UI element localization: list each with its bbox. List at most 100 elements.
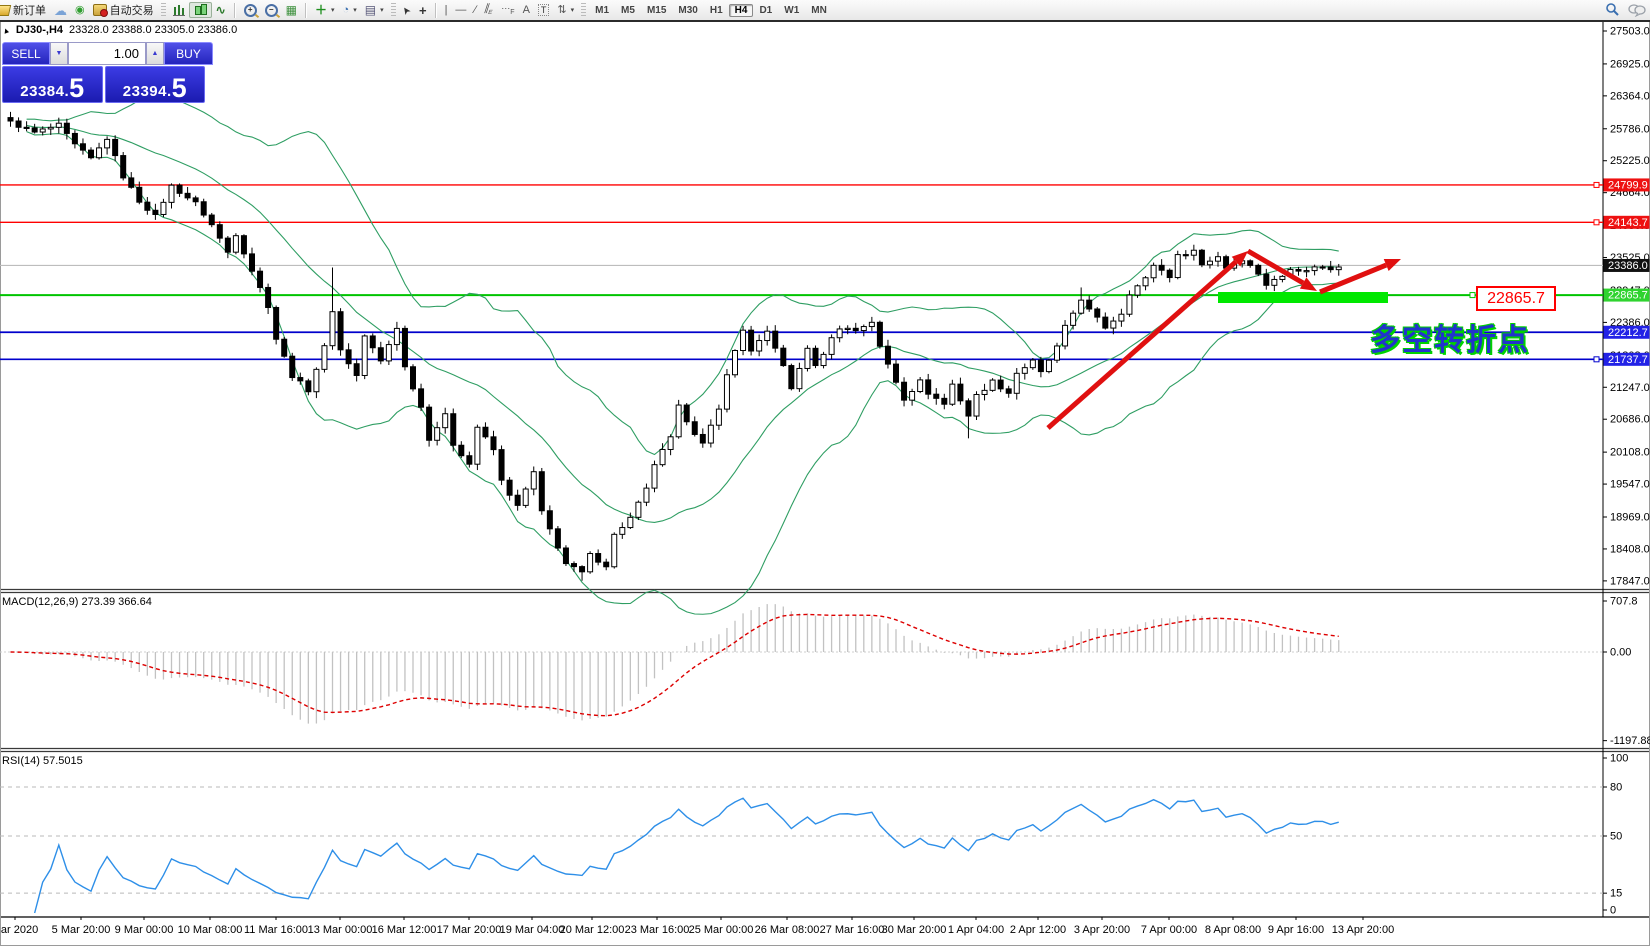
svg-text:100: 100 — [1610, 753, 1628, 765]
text-label-icon: T — [537, 4, 550, 16]
fibonacci-icon: ⋯F — [501, 3, 515, 16]
horizontal-line-button[interactable]: — — [451, 4, 470, 17]
line-chart-button[interactable]: ∿ — [212, 3, 230, 17]
svg-text:23386.0: 23386.0 — [1608, 260, 1648, 272]
search-icon[interactable] — [1605, 2, 1620, 17]
svg-text:18408.0: 18408.0 — [1610, 543, 1650, 555]
vertical-line-button[interactable]: | — [441, 4, 452, 17]
svg-text:1 Apr 04:00: 1 Apr 04:00 — [948, 924, 1004, 936]
rsi-name: RSI(14) — [2, 755, 40, 767]
signal-icon: ◉ — [75, 3, 85, 16]
timeframe-h4[interactable]: H4 — [728, 3, 754, 17]
svg-text:21737.7: 21737.7 — [1608, 354, 1648, 366]
timeframe-m1[interactable]: M1 — [595, 4, 610, 16]
svg-text:26 Mar 08:00: 26 Mar 08:00 — [755, 924, 820, 936]
periods-button[interactable]: ◔ ▾ — [342, 3, 357, 16]
auto-trading-button[interactable]: 自动交易 — [89, 1, 158, 19]
buy-button[interactable]: BUY — [164, 42, 213, 65]
tile-windows-button[interactable]: ▦ — [282, 3, 301, 17]
cn-annotation-text: 多空转折点 — [1370, 324, 1530, 357]
svg-text:20686.0: 20686.0 — [1610, 414, 1650, 426]
svg-text:25786.0: 25786.0 — [1610, 123, 1650, 135]
svg-text:23 Mar 16:00: 23 Mar 16:00 — [625, 924, 690, 936]
line-chart-icon: ∿ — [215, 3, 226, 17]
svg-text:27503.0: 27503.0 — [1610, 26, 1650, 38]
timeframe-m30[interactable]: M30 — [678, 4, 698, 16]
vertical-line-icon: | — [444, 3, 448, 16]
chart-header: ▲ DJ30-,H4 23328.0 23388.0 23305.0 23386… — [0, 24, 238, 37]
svg-text:24799.9: 24799.9 — [1608, 179, 1648, 191]
timeframe-m15[interactable]: M15 — [646, 4, 667, 16]
new-order-icon — [0, 4, 12, 16]
svg-text:27 Mar 16:00: 27 Mar 16:00 — [820, 924, 885, 936]
bb-upper — [26, 92, 1339, 456]
macd-signal-line — [10, 613, 1339, 717]
volume-decrease-button[interactable]: ▼ — [50, 42, 68, 65]
cursor-button[interactable]: ➤ — [399, 4, 415, 17]
channel-button[interactable]: ∥E — [480, 3, 497, 17]
bar-chart-icon — [172, 4, 185, 16]
bar-chart-button[interactable] — [169, 3, 189, 17]
symbol-marker-icon: ▲ — [0, 24, 12, 37]
auto-trading-label: 自动交易 — [109, 5, 154, 17]
candlestick-chart-button[interactable] — [188, 2, 212, 18]
svg-text:3 Apr 20:00: 3 Apr 20:00 — [1074, 924, 1130, 936]
channel-icon: ∥E — [482, 3, 494, 16]
templates-button[interactable]: ▤ ▾ — [364, 3, 384, 17]
tile-windows-icon: ▦ — [285, 3, 298, 17]
chat-icon[interactable] — [1628, 3, 1646, 17]
svg-text:19547.0: 19547.0 — [1610, 479, 1650, 491]
svg-text:8 Apr 08:00: 8 Apr 08:00 — [1205, 924, 1261, 936]
volume-increase-button[interactable]: ▲ — [146, 42, 164, 65]
svg-text:0.00: 0.00 — [1610, 647, 1631, 659]
svg-text:20108.0: 20108.0 — [1610, 447, 1650, 459]
fibonacci-button[interactable]: ⋯F — [497, 3, 518, 17]
svg-text:50: 50 — [1610, 831, 1622, 843]
timeframe-mn[interactable]: MN — [811, 4, 827, 16]
svg-text:17 Mar 20:00: 17 Mar 20:00 — [437, 924, 502, 936]
bid-price-main: 23384 — [20, 83, 65, 100]
svg-text:18969.0: 18969.0 — [1610, 511, 1650, 523]
timeframe-m5[interactable]: M5 — [621, 4, 635, 16]
horizontal-line-icon: — — [455, 3, 467, 16]
trendline-button[interactable]: ∕ — [470, 4, 480, 17]
crosshair-button[interactable]: + — [415, 3, 431, 18]
cloud-button[interactable]: ☁ — [50, 3, 71, 18]
svg-text:2 Apr 12:00: 2 Apr 12:00 — [1010, 924, 1066, 936]
timeframe-d1[interactable]: D1 — [759, 4, 773, 16]
signals-button[interactable]: ◉ — [71, 4, 89, 17]
text-label-button[interactable]: T — [534, 3, 554, 17]
timeframe-h1[interactable]: H1 — [709, 4, 723, 16]
svg-text:0: 0 — [1610, 905, 1616, 917]
svg-text:16 Mar 12:00: 16 Mar 12:00 — [372, 924, 437, 936]
ask-price-main: 23394 — [122, 83, 167, 100]
svg-text:21247.0: 21247.0 — [1610, 382, 1650, 394]
time-axis: Mar 2020 5 Mar 20:00 9 Mar 00:00 10 Mar 08:… — [0, 917, 1394, 936]
rsi-panel: 100 80 50 15 0 — [0, 753, 1628, 917]
text-button[interactable]: A — [519, 4, 534, 17]
zoom-in-button[interactable]: + — [240, 3, 261, 18]
bid-price-panel[interactable]: 23384. 5 — [2, 66, 103, 103]
sell-button[interactable]: SELL — [2, 42, 50, 65]
price-axis: 27503.026925.026364.025786.025225.024664… — [1603, 26, 1650, 587]
svg-text:707.8: 707.8 — [1610, 596, 1638, 608]
zoom-in-icon: + — [243, 3, 257, 17]
indicators-button[interactable]: ＋ ▾ — [315, 3, 335, 17]
arrows-tool-button[interactable]: ⇅ ▾ — [557, 3, 575, 16]
new-order-button[interactable]: 新订单 — [0, 1, 50, 19]
volume-input[interactable]: 1.00 — [68, 42, 146, 65]
ask-price-panel[interactable]: 23394. 5 — [104, 66, 205, 103]
toolbar-grip — [581, 3, 587, 17]
new-order-label: 新订单 — [13, 5, 46, 17]
svg-text:10 Mar 08:00: 10 Mar 08:00 — [178, 924, 243, 936]
one-click-trading-panel: SELL ▼ 1.00 ▲ BUY 23384. 5 23394. 5 — [2, 42, 213, 103]
bollinger-bands — [26, 92, 1339, 615]
trend-annotations — [1046, 248, 1401, 430]
svg-text:24143.7: 24143.7 — [1608, 217, 1648, 229]
timeframe-bar: M1 M5 M15 M30 H1 H4 D1 W1 MN — [589, 3, 833, 17]
bid-price-frac: 5 — [69, 73, 85, 104]
timeframe-w1[interactable]: W1 — [784, 4, 800, 16]
zoom-out-button[interactable]: − — [261, 3, 282, 18]
